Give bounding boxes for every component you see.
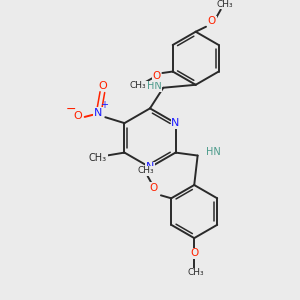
Text: N: N bbox=[146, 162, 154, 172]
Text: HN: HN bbox=[147, 81, 162, 91]
Text: CH₃: CH₃ bbox=[216, 0, 233, 9]
Text: HN: HN bbox=[206, 147, 220, 157]
Text: −: − bbox=[66, 103, 77, 116]
Text: O: O bbox=[152, 71, 160, 81]
Text: O: O bbox=[149, 183, 158, 193]
Text: O: O bbox=[190, 248, 198, 258]
Text: CH₃: CH₃ bbox=[130, 81, 146, 90]
Text: CH₃: CH₃ bbox=[188, 268, 204, 277]
Text: N: N bbox=[94, 108, 102, 118]
Text: N: N bbox=[171, 118, 180, 128]
Text: O: O bbox=[73, 111, 82, 121]
Text: CH₃: CH₃ bbox=[89, 154, 107, 164]
Text: O: O bbox=[208, 16, 216, 26]
Text: O: O bbox=[99, 81, 107, 91]
Text: CH₃: CH₃ bbox=[137, 167, 154, 176]
Text: +: + bbox=[100, 100, 108, 110]
